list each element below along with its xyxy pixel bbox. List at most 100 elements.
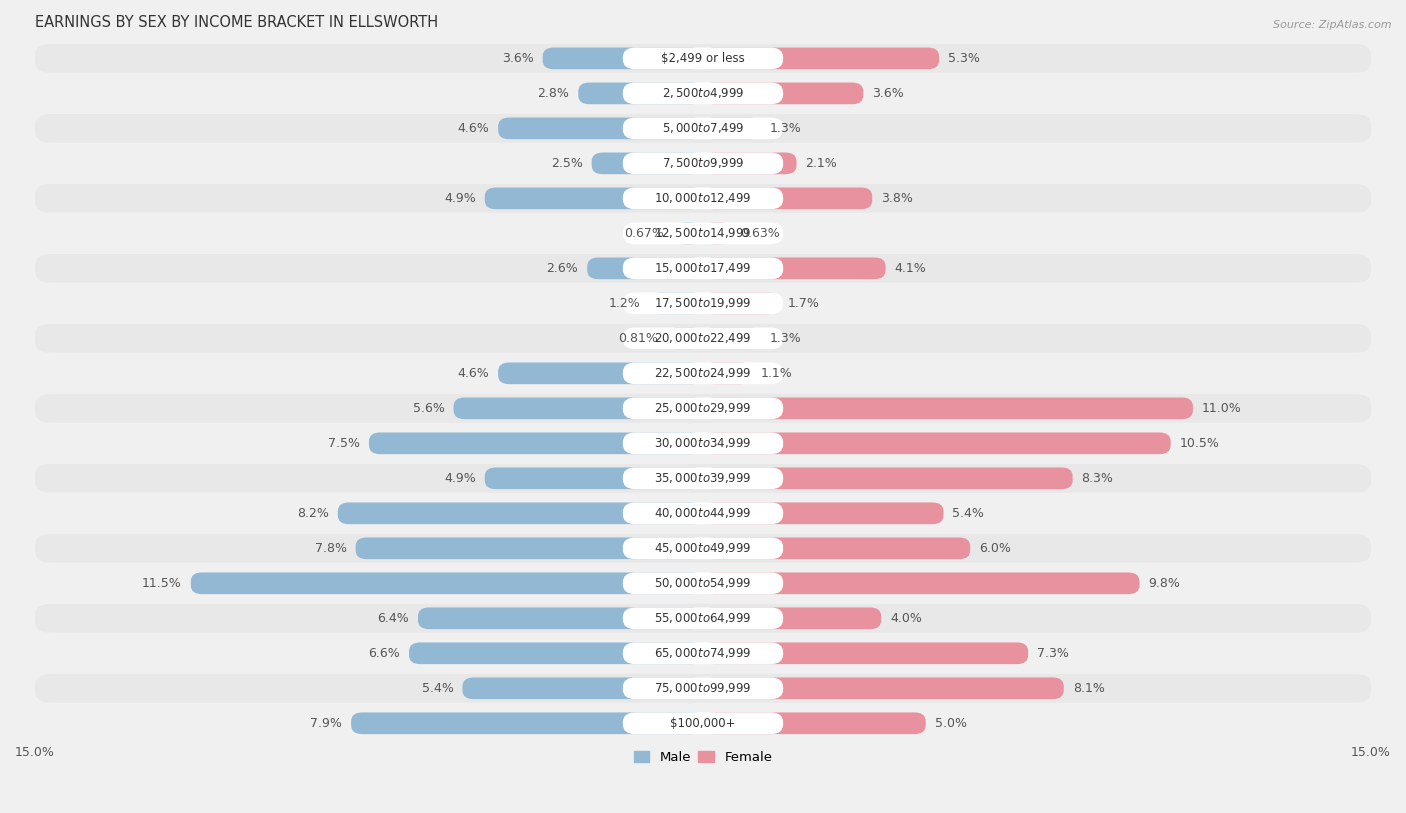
Text: 0.67%: 0.67% — [624, 227, 664, 240]
Text: $15,000 to $17,499: $15,000 to $17,499 — [654, 261, 752, 276]
Text: 5.0%: 5.0% — [935, 717, 966, 730]
FancyBboxPatch shape — [35, 569, 1371, 598]
FancyBboxPatch shape — [623, 433, 783, 454]
Text: 6.6%: 6.6% — [368, 647, 401, 660]
Text: 6.0%: 6.0% — [979, 541, 1011, 554]
Text: 1.3%: 1.3% — [770, 332, 801, 345]
FancyBboxPatch shape — [337, 502, 703, 524]
Text: $45,000 to $49,999: $45,000 to $49,999 — [654, 541, 752, 555]
FancyBboxPatch shape — [703, 293, 779, 314]
FancyBboxPatch shape — [623, 153, 783, 174]
FancyBboxPatch shape — [35, 604, 1371, 633]
Text: $75,000 to $99,999: $75,000 to $99,999 — [654, 681, 752, 695]
FancyBboxPatch shape — [623, 677, 783, 699]
FancyBboxPatch shape — [498, 363, 703, 385]
FancyBboxPatch shape — [35, 149, 1371, 178]
FancyBboxPatch shape — [35, 289, 1371, 318]
Text: $2,499 or less: $2,499 or less — [661, 52, 745, 65]
Text: 0.63%: 0.63% — [740, 227, 780, 240]
Text: 1.1%: 1.1% — [761, 367, 793, 380]
FancyBboxPatch shape — [673, 223, 703, 244]
FancyBboxPatch shape — [623, 537, 783, 559]
Text: 6.4%: 6.4% — [377, 612, 409, 625]
FancyBboxPatch shape — [578, 83, 703, 104]
FancyBboxPatch shape — [35, 324, 1371, 353]
Text: 4.0%: 4.0% — [890, 612, 922, 625]
Text: $100,000+: $100,000+ — [671, 717, 735, 730]
FancyBboxPatch shape — [703, 363, 752, 385]
Text: 1.7%: 1.7% — [787, 297, 820, 310]
FancyBboxPatch shape — [703, 537, 970, 559]
Text: 3.8%: 3.8% — [882, 192, 912, 205]
Text: 7.3%: 7.3% — [1038, 647, 1069, 660]
FancyBboxPatch shape — [623, 223, 783, 244]
FancyBboxPatch shape — [35, 429, 1371, 458]
Text: 2.5%: 2.5% — [551, 157, 582, 170]
Text: $30,000 to $34,999: $30,000 to $34,999 — [654, 437, 752, 450]
Text: 4.6%: 4.6% — [457, 122, 489, 135]
FancyBboxPatch shape — [191, 572, 703, 594]
Text: $55,000 to $64,999: $55,000 to $64,999 — [654, 611, 752, 625]
Text: $65,000 to $74,999: $65,000 to $74,999 — [654, 646, 752, 660]
FancyBboxPatch shape — [463, 677, 703, 699]
FancyBboxPatch shape — [623, 363, 783, 385]
FancyBboxPatch shape — [623, 83, 783, 104]
Text: 4.6%: 4.6% — [457, 367, 489, 380]
Text: 7.9%: 7.9% — [311, 717, 342, 730]
FancyBboxPatch shape — [485, 188, 703, 209]
Text: 4.1%: 4.1% — [894, 262, 927, 275]
FancyBboxPatch shape — [485, 467, 703, 489]
Text: 9.8%: 9.8% — [1149, 576, 1180, 589]
FancyBboxPatch shape — [623, 188, 783, 209]
Text: $12,500 to $14,999: $12,500 to $14,999 — [654, 226, 752, 241]
FancyBboxPatch shape — [623, 572, 783, 594]
Text: 2.1%: 2.1% — [806, 157, 837, 170]
FancyBboxPatch shape — [703, 398, 1192, 420]
FancyBboxPatch shape — [703, 223, 731, 244]
Text: $10,000 to $12,499: $10,000 to $12,499 — [654, 191, 752, 206]
FancyBboxPatch shape — [35, 639, 1371, 667]
FancyBboxPatch shape — [650, 293, 703, 314]
FancyBboxPatch shape — [623, 607, 783, 629]
FancyBboxPatch shape — [703, 712, 925, 734]
Text: 11.5%: 11.5% — [142, 576, 181, 589]
FancyBboxPatch shape — [543, 47, 703, 69]
FancyBboxPatch shape — [623, 293, 783, 314]
FancyBboxPatch shape — [35, 44, 1371, 72]
FancyBboxPatch shape — [368, 433, 703, 454]
FancyBboxPatch shape — [35, 499, 1371, 528]
Legend: Male, Female: Male, Female — [628, 746, 778, 769]
FancyBboxPatch shape — [35, 114, 1371, 143]
Text: 2.6%: 2.6% — [547, 262, 578, 275]
FancyBboxPatch shape — [703, 467, 1073, 489]
FancyBboxPatch shape — [454, 398, 703, 420]
FancyBboxPatch shape — [352, 712, 703, 734]
FancyBboxPatch shape — [703, 188, 872, 209]
FancyBboxPatch shape — [703, 118, 761, 139]
FancyBboxPatch shape — [35, 359, 1371, 388]
FancyBboxPatch shape — [35, 709, 1371, 737]
Text: 5.4%: 5.4% — [422, 682, 454, 695]
FancyBboxPatch shape — [703, 572, 1139, 594]
FancyBboxPatch shape — [623, 712, 783, 734]
Text: 8.1%: 8.1% — [1073, 682, 1105, 695]
FancyBboxPatch shape — [35, 674, 1371, 702]
FancyBboxPatch shape — [35, 464, 1371, 493]
FancyBboxPatch shape — [35, 534, 1371, 563]
FancyBboxPatch shape — [35, 394, 1371, 423]
FancyBboxPatch shape — [703, 258, 886, 279]
FancyBboxPatch shape — [703, 677, 1064, 699]
FancyBboxPatch shape — [666, 328, 703, 350]
Text: 7.5%: 7.5% — [328, 437, 360, 450]
FancyBboxPatch shape — [703, 153, 797, 174]
FancyBboxPatch shape — [703, 502, 943, 524]
FancyBboxPatch shape — [35, 254, 1371, 283]
FancyBboxPatch shape — [703, 47, 939, 69]
FancyBboxPatch shape — [623, 47, 783, 69]
FancyBboxPatch shape — [592, 153, 703, 174]
Text: $22,500 to $24,999: $22,500 to $24,999 — [654, 367, 752, 380]
Text: 3.6%: 3.6% — [502, 52, 534, 65]
FancyBboxPatch shape — [35, 219, 1371, 248]
FancyBboxPatch shape — [703, 433, 1171, 454]
Text: 8.3%: 8.3% — [1081, 472, 1114, 485]
